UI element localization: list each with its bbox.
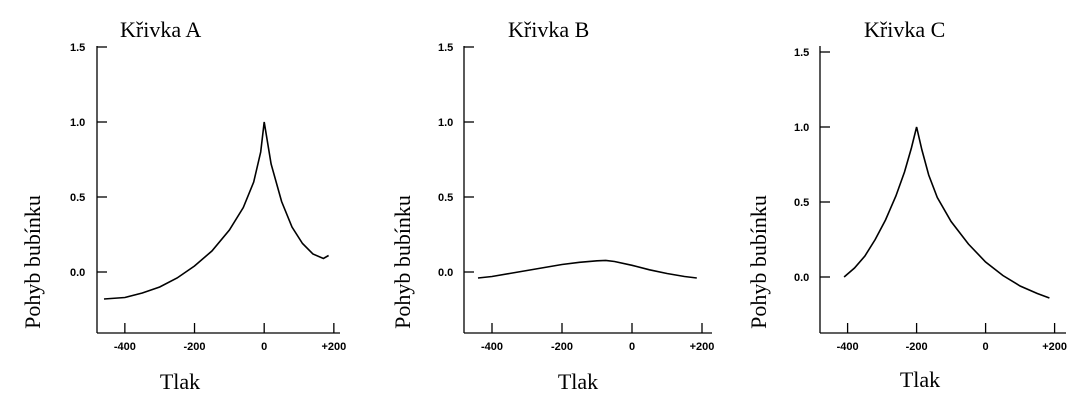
chart-marks: 0.0 0.5 1.0 1.5 -400 -200 0 +200 (438, 42, 714, 353)
y-tick-label: 1.0 (70, 117, 85, 129)
x-tick-label: -400 (114, 341, 136, 353)
y-axis-label: Pohyb bubínku (390, 195, 415, 329)
y-tick-label: 1.0 (794, 122, 809, 134)
x-tick-label: 0 (261, 341, 267, 353)
x-axis-label: Tlak (558, 369, 598, 394)
chart-marks: 0.0 0.5 1.0 1.5 -400 -200 0 +200 (794, 46, 1067, 353)
y-axis-label: Pohyb bubínku (746, 195, 771, 329)
y-tick-label: 0.0 (70, 267, 85, 279)
y-tick-label: 0.5 (794, 197, 809, 209)
chart-title: Křivka C (864, 17, 945, 42)
x-tick-label: -400 (837, 341, 859, 353)
x-tick-label: +200 (690, 341, 715, 353)
y-tick-label: 0.5 (70, 192, 85, 204)
x-tick-label: -400 (481, 341, 503, 353)
y-tick-label: 1.5 (438, 42, 453, 54)
x-tick-label: +200 (1042, 341, 1067, 353)
chart-title: Křivka B (508, 17, 589, 42)
y-tick-label: 1.5 (70, 42, 85, 54)
x-tick-label: 0 (629, 341, 635, 353)
x-tick-label: -200 (906, 341, 928, 353)
y-axis-label: Pohyb bubínku (20, 195, 45, 329)
y-tick-label: 1.5 (794, 47, 809, 59)
y-tick-label: 0.0 (438, 267, 453, 279)
x-tick-label: -200 (184, 341, 206, 353)
x-tick-label: 0 (983, 341, 989, 353)
y-tick-label: 1.0 (438, 117, 453, 129)
x-axis-label: Tlak (160, 369, 200, 394)
y-tick-label: 0.5 (438, 192, 453, 204)
y-tick-label: 0.0 (794, 272, 809, 284)
x-axis-label: Tlak (900, 367, 940, 392)
chart-marks: 0.0 0.5 1.0 1.5 -400 -200 0 +200 (70, 42, 346, 353)
chart-panel-b: Křivka B Pohyb bubínku Tlak 0.0 0.5 1.0 1.5… (390, 17, 714, 394)
x-tick-label: -200 (551, 341, 573, 353)
series-line (103, 121, 329, 300)
x-tick-label: +200 (321, 341, 346, 353)
chart-panel-c: Křivka C Pohyb bubínku Tlak 0.0 0.5 1.0 1.5… (746, 17, 1067, 392)
series-line (843, 126, 1050, 299)
chart-panel-a: Křivka A Pohyb bubínku Tlak 0.0 0.5 1.0 1.5… (20, 17, 346, 394)
series-line (477, 259, 697, 279)
chart-title: Křivka A (120, 17, 201, 42)
